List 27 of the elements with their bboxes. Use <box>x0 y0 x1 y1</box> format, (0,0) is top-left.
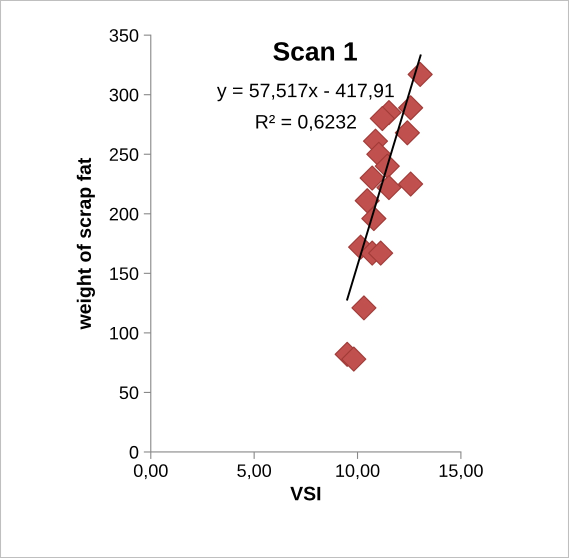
point <box>376 175 402 200</box>
point <box>398 171 424 197</box>
y-tick-label: 350 <box>110 29 138 42</box>
y-tick-label: 300 <box>110 88 138 102</box>
point <box>341 346 366 372</box>
x-tick-label: 15,00 <box>440 464 483 480</box>
y-tick-label: 200 <box>110 208 138 221</box>
y-tick-label: 0 <box>130 446 138 459</box>
point <box>394 120 420 146</box>
point <box>370 106 395 132</box>
x-tick-label: 10,00 <box>336 464 380 480</box>
x-axis-title: VSI <box>290 486 320 500</box>
y-tick-label: 250 <box>110 148 138 161</box>
y-tick-label: 150 <box>110 267 138 280</box>
point <box>368 240 394 266</box>
point <box>354 188 380 214</box>
point <box>351 295 377 320</box>
y-tick-label: 100 <box>110 326 138 340</box>
x-tick-label: 5,00 <box>237 464 272 480</box>
y-tick-label: 50 <box>120 386 138 400</box>
annotation: R² = 0,6232 <box>256 114 356 131</box>
chart-title: Scan 1 <box>273 42 357 61</box>
x-tick-label: 0,00 <box>134 464 168 480</box>
point <box>398 95 424 120</box>
point <box>360 165 385 191</box>
annotation: y = 57,517x - 417,91 <box>216 84 394 102</box>
y-axis-title: weight of scrap fat <box>76 158 95 330</box>
